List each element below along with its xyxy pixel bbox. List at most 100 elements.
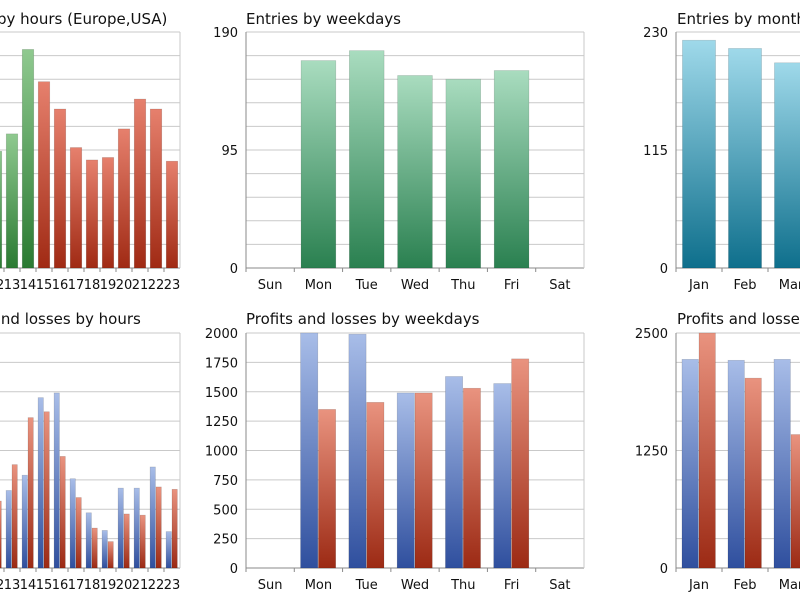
bar-series-2 [171, 488, 178, 569]
bar-series-1 [5, 490, 12, 569]
x-tick-label: 14 [20, 578, 37, 593]
bar-series-1 [348, 333, 367, 569]
x-tick-label: Fri [504, 278, 520, 293]
bar-series-1 [117, 487, 124, 569]
x-tick-label: 16 [52, 278, 69, 293]
x-tick-label: 16 [52, 578, 69, 593]
bar-series-1 [85, 512, 92, 569]
x-tick-label: Feb [733, 578, 756, 593]
bar [774, 62, 800, 269]
bar [682, 39, 716, 269]
x-tick-label: Mar [779, 578, 800, 593]
bar-series-1 [37, 397, 44, 569]
bar [397, 75, 433, 269]
x-tick-label: 15 [36, 278, 53, 293]
bar [85, 159, 99, 269]
chart-5: Profits and losses by weekdays 0 250 500 750… [205, 310, 585, 593]
x-tick-label: 20 [116, 578, 133, 593]
bar-series-2 [27, 417, 34, 569]
y-tick-label: 0 [660, 262, 668, 277]
x-tick-label: 14 [20, 278, 37, 293]
y-tick-label: 2500 [635, 327, 668, 342]
x-tick-label: 18 [84, 578, 101, 593]
x-tick-label: Tue [355, 578, 378, 593]
chart-4: Profits and losses by hours9101112131415… [0, 310, 181, 593]
bar-series-1 [53, 392, 60, 569]
bar [69, 147, 83, 269]
chart-title: Profits and losses by hours [0, 310, 141, 328]
x-tick-label: 19 [100, 578, 117, 593]
y-tick-label: 250 [213, 533, 238, 548]
x-tick-label: 22 [148, 578, 165, 593]
bar [5, 133, 19, 269]
x-tick-label: Mon [305, 278, 332, 293]
y-tick-label: 1250 [635, 445, 668, 460]
x-tick-label: 20 [116, 278, 133, 293]
bar-series-1 [445, 376, 463, 569]
bar-series-1 [101, 530, 108, 569]
x-tick-label: 21 [132, 578, 149, 593]
bar-series-1 [727, 359, 745, 569]
y-tick-label: 115 [643, 144, 668, 159]
bar [37, 81, 51, 269]
bar-series-2 [462, 387, 481, 569]
y-tick-label: 0 [230, 562, 238, 577]
bar [493, 70, 530, 269]
x-tick-label: 15 [36, 578, 53, 593]
bar-series-1 [493, 383, 512, 569]
chart-2: Entries by weekdays 0 95 190 Sun Mon Tue Wed Thu… [213, 10, 585, 293]
y-tick-label: 190 [213, 26, 238, 41]
bar-series-2 [139, 514, 146, 569]
x-tick-label: Mar [779, 278, 800, 293]
bar [0, 150, 3, 269]
bar-series-1 [681, 359, 699, 569]
y-tick-label: 0 [230, 262, 238, 277]
chart-3: Entries by months0115230JanFebMarApr [643, 10, 800, 293]
bar-series-2 [744, 377, 762, 569]
bar [117, 128, 131, 269]
x-tick-label: 13 [4, 578, 21, 593]
x-tick-label: Jan [688, 578, 709, 593]
bar-series-2 [790, 434, 800, 569]
bar-series-2 [107, 541, 114, 569]
y-tick-label: 230 [643, 26, 668, 41]
bar-series-2 [366, 402, 385, 569]
bar [149, 108, 163, 269]
x-tick-label: Sat [549, 278, 570, 293]
chart-title: Profits and losses by weekdays [246, 310, 480, 328]
x-tick-label: 17 [68, 278, 85, 293]
chart-title: Entries by hours (Europe,USA) [0, 10, 167, 28]
x-tick-label: Fri [504, 578, 520, 593]
chart-title: Profits and losses by months [677, 310, 800, 328]
bar [445, 78, 481, 269]
x-tick-label: 22 [148, 278, 165, 293]
bar [728, 48, 762, 269]
x-tick-label: Thu [450, 578, 475, 593]
y-tick-label: 95 [221, 144, 238, 159]
y-tick-label: 1250 [205, 415, 238, 430]
y-tick-label: 2000 [205, 327, 238, 342]
chart-6: Profits and losses by months 0 1250 2500 Jan… [635, 310, 800, 593]
bar-series-2 [123, 513, 130, 569]
bar [53, 108, 67, 269]
x-tick-label: 23 [164, 578, 181, 593]
y-tick-label: 750 [213, 474, 238, 489]
bar-series-2 [0, 500, 2, 569]
bar-series-2 [318, 409, 336, 569]
bar-series-1 [149, 466, 156, 569]
y-tick-label: 1500 [205, 386, 238, 401]
x-tick-label: 18 [84, 278, 101, 293]
bar [349, 50, 385, 269]
x-tick-label: 12 [0, 578, 4, 593]
y-tick-label: 500 [213, 503, 238, 518]
x-tick-label: Sat [549, 578, 570, 593]
x-tick-label: Thu [450, 278, 475, 293]
bar-series-1 [165, 531, 172, 569]
bar-series-2 [11, 464, 18, 569]
bar-series-1 [773, 359, 791, 569]
bar [165, 160, 179, 269]
x-tick-label: 19 [100, 278, 117, 293]
bar-series-2 [91, 527, 98, 569]
